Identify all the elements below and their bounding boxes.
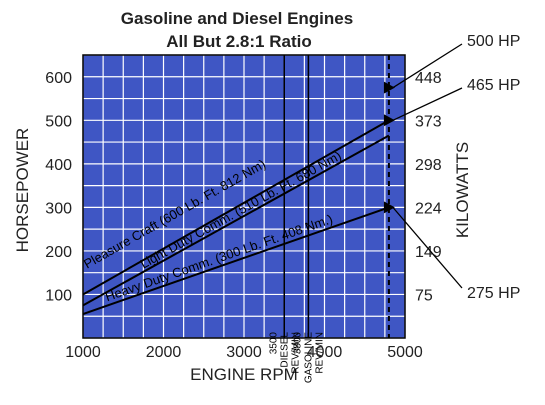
- y-tick-label: 200: [45, 244, 72, 261]
- rpm-marker-label-line: 3500: [268, 332, 279, 355]
- x-axis-label: ENGINE RPM: [190, 365, 298, 384]
- y-tick-label: 300: [45, 200, 72, 217]
- chart-subtitle: All But 2.8:1 Ratio: [166, 32, 311, 51]
- callout-line: [392, 206, 463, 289]
- x-tick-label: 5000: [387, 344, 423, 361]
- callout-line: [392, 87, 463, 121]
- y2-tick-label: 448: [415, 70, 442, 87]
- series-line: [82, 134, 390, 307]
- y-tick-label: 400: [45, 157, 72, 174]
- plot-area: 3500DIESELREV/MIN3800GASOLINEREV/MINPlea…: [81, 54, 406, 384]
- y-tick-label: 500: [45, 113, 72, 130]
- x-axis: 1000 2000 3000 4000 5000: [65, 344, 423, 361]
- callout-arrowhead: [383, 81, 395, 94]
- y2-tick-label: 373: [415, 113, 442, 130]
- y2-axis-label: KILOWATTS: [453, 142, 472, 238]
- y-tick-label: 100: [45, 287, 72, 304]
- callout-label: 465 HP: [467, 77, 520, 94]
- callout-label: 275 HP: [467, 285, 520, 302]
- y2-tick-label: 224: [415, 200, 442, 217]
- y-axis-label: HORSEPOWER: [13, 128, 32, 253]
- series-line: [82, 206, 390, 315]
- plot-border: [82, 54, 406, 339]
- callout-arrowhead: [383, 114, 395, 127]
- callout-line: [392, 43, 463, 89]
- rpm-marker-label: 3800GASOLINEREV/MIN: [292, 332, 325, 384]
- chart-title: Gasoline and Diesel Engines: [121, 9, 353, 28]
- rpm-marker-label-line: DIESEL: [279, 332, 290, 368]
- y2-tick-label: 149: [415, 244, 442, 261]
- rpm-marker-label-line: REV/MIN: [314, 332, 325, 374]
- x-tick-label: 1000: [65, 344, 101, 361]
- rpm-marker-label-line: 3800: [292, 332, 303, 355]
- x-tick-label: 3000: [226, 344, 262, 361]
- callout-label: 500 HP: [467, 33, 520, 50]
- x-tick-label: 4000: [307, 344, 343, 361]
- y-axis: 100 200 300 400 500 600: [45, 70, 72, 305]
- x-tick-label: 2000: [146, 344, 182, 361]
- rpm-marker-label-line: GASOLINE: [303, 332, 314, 383]
- rpm-marker-label-line: REV/MIN: [290, 332, 301, 374]
- series-line: [82, 119, 390, 296]
- y2-tick-label: 298: [415, 157, 442, 174]
- y-tick-label: 600: [45, 70, 72, 87]
- callouts: 500 HP 465 HP 275 HP: [383, 33, 520, 302]
- y2-tick-label: 75: [415, 287, 433, 304]
- rpm-marker-label: 3500DIESELREV/MIN: [268, 332, 301, 374]
- y2-axis: 75 149 224 298 373 448: [415, 70, 442, 305]
- callout-arrowhead: [383, 201, 395, 214]
